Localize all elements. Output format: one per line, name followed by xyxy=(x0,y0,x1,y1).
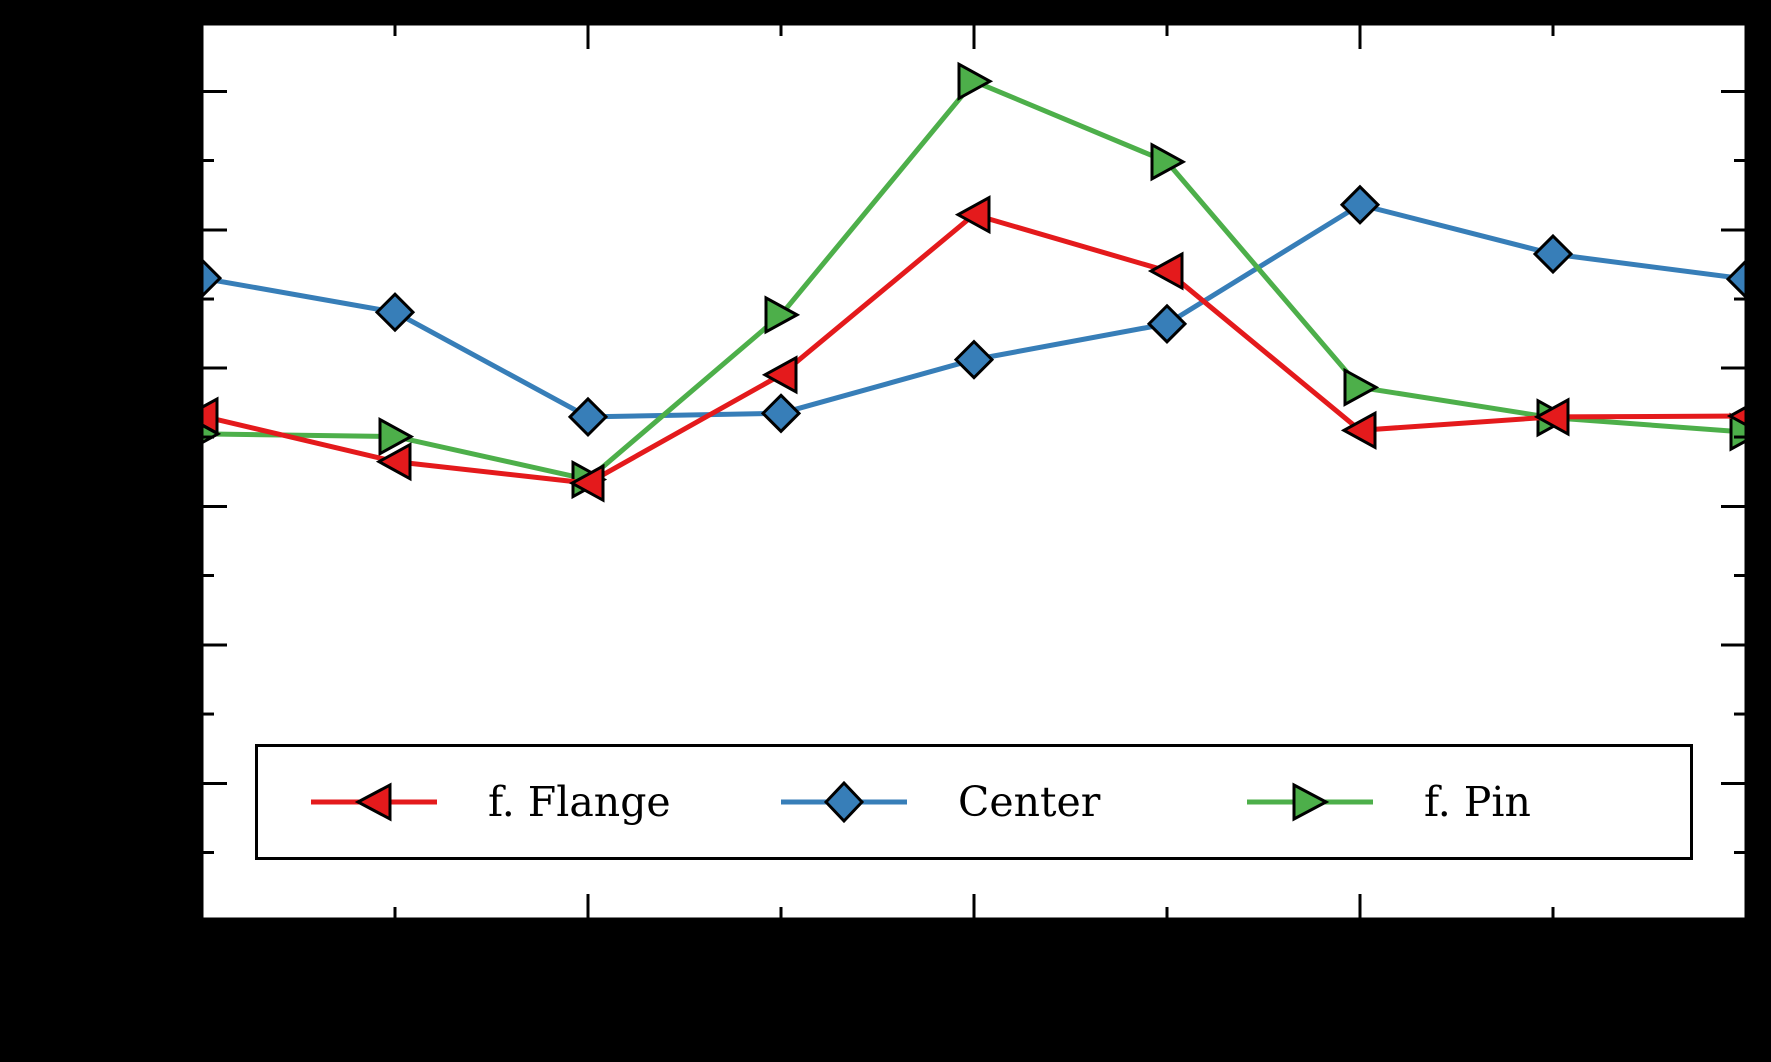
series-marker-center xyxy=(202,258,223,299)
series-marker-center xyxy=(567,396,609,438)
legend-label-center: Center xyxy=(958,778,1101,826)
series-marker-center xyxy=(374,292,416,333)
legend-sample-center-icon xyxy=(781,780,907,824)
series-marker-f-pin xyxy=(957,61,994,101)
series-marker-center xyxy=(953,339,995,380)
series-marker-center xyxy=(1146,303,1188,344)
series-marker-f-flange xyxy=(375,442,412,482)
series-marker-center xyxy=(1339,184,1381,225)
series-marker-center xyxy=(1532,233,1574,275)
series-marker-f-flange xyxy=(202,396,219,436)
legend-sample-pin-icon xyxy=(1247,782,1373,822)
legend-label-flange: f. Flange xyxy=(488,778,671,826)
triangle-right-icon xyxy=(1292,782,1330,822)
series-marker-f-flange xyxy=(1147,251,1184,291)
legend: f. Flange Center f. Pin xyxy=(255,744,1693,860)
series-marker-f-flange xyxy=(1533,397,1570,437)
series-group xyxy=(202,61,1746,503)
series-marker-center xyxy=(1725,258,1746,300)
series-marker-f-pin xyxy=(378,417,415,457)
series-marker-center xyxy=(760,393,802,434)
series-marker-f-pin xyxy=(764,295,801,335)
series-marker-f-flange xyxy=(568,463,605,503)
series-marker-f-flange xyxy=(954,195,991,235)
legend-sample-flange-icon xyxy=(311,782,437,822)
series-marker-f-flange xyxy=(761,355,798,395)
series-marker-f-pin xyxy=(1343,367,1380,407)
triangle-left-icon xyxy=(354,782,392,822)
diamond-icon xyxy=(823,780,865,824)
legend-label-pin: f. Pin xyxy=(1424,778,1531,826)
series-marker-f-flange xyxy=(1340,410,1377,450)
series-marker-f-pin xyxy=(1150,142,1187,182)
